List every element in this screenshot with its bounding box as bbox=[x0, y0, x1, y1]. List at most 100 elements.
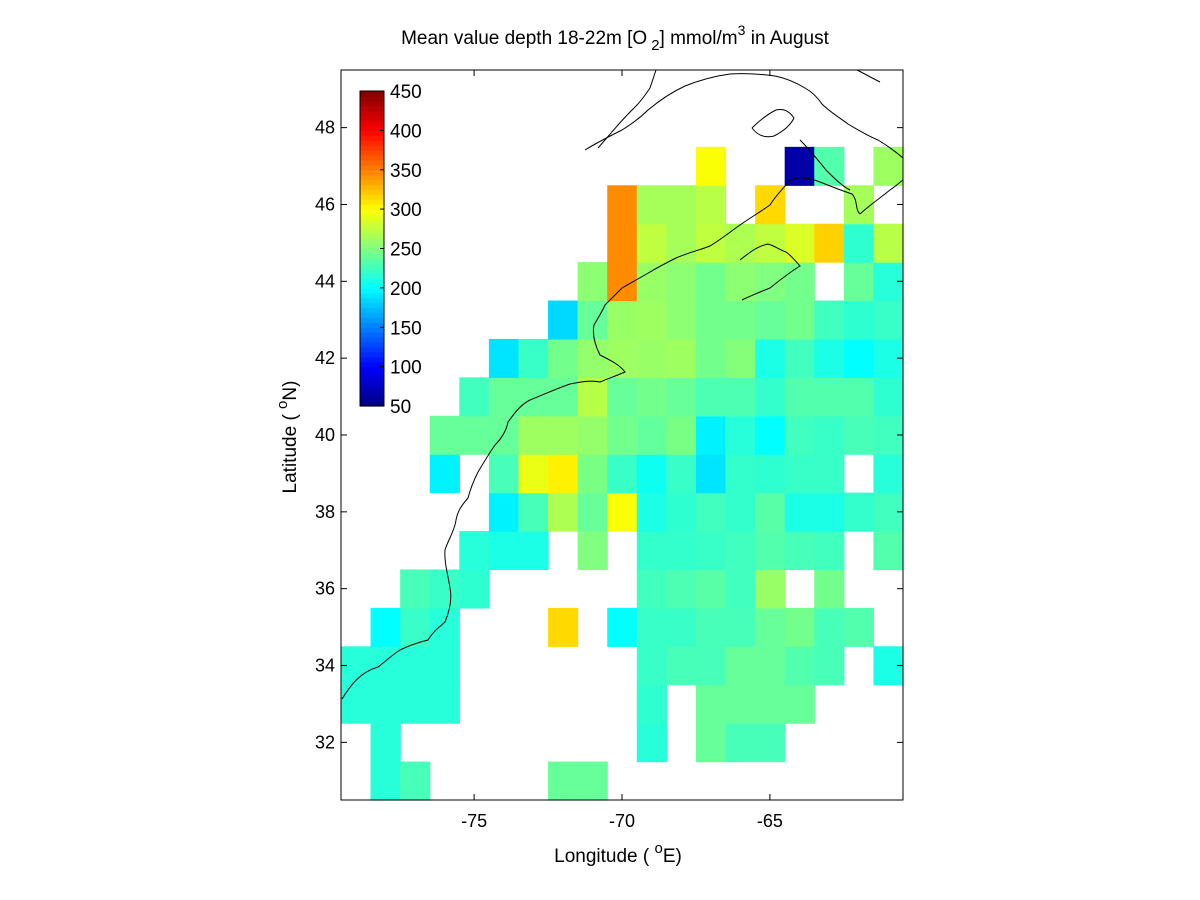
heatmap-cell bbox=[548, 338, 579, 378]
heatmap-cell bbox=[548, 454, 579, 494]
colorbar-tick-label: 250 bbox=[390, 240, 422, 261]
heatmap-cell bbox=[607, 607, 638, 647]
colorbar-swatch bbox=[360, 317, 384, 323]
heatmap-cell bbox=[636, 338, 667, 378]
heatmap-cell bbox=[636, 646, 667, 686]
heatmap-cell bbox=[843, 338, 875, 378]
heatmap-cell bbox=[725, 377, 756, 417]
colorbar-swatch bbox=[360, 287, 384, 294]
colorbar-swatch bbox=[360, 376, 384, 382]
colorbar-swatch bbox=[360, 322, 384, 328]
heatmap-cell bbox=[695, 185, 727, 225]
heatmap-cell bbox=[873, 377, 904, 417]
colorbar-swatch bbox=[360, 346, 384, 353]
x-axis-label: Longitude ( oE) bbox=[554, 840, 682, 867]
colorbar-tick-label: 150 bbox=[390, 318, 422, 339]
heatmap-cell bbox=[814, 646, 845, 686]
heatmap-cell bbox=[695, 338, 727, 378]
heatmap-cell bbox=[784, 300, 815, 340]
heatmap-cell bbox=[814, 146, 845, 186]
colorbar-swatch bbox=[360, 125, 384, 131]
heatmap-cell bbox=[607, 454, 638, 494]
heatmap-cell bbox=[459, 415, 490, 455]
colorbar-swatch bbox=[360, 105, 384, 112]
heatmap-cell bbox=[636, 415, 667, 455]
colorbar-swatch bbox=[360, 381, 384, 387]
heatmap-cell bbox=[784, 684, 815, 724]
heatmap-cell bbox=[873, 454, 904, 494]
heatmap-cell bbox=[755, 492, 786, 532]
heatmap-cell bbox=[755, 569, 786, 609]
heatmap-cell bbox=[814, 607, 845, 647]
heatmap-cell bbox=[459, 377, 490, 417]
heatmap-cell bbox=[548, 761, 579, 801]
colorbar-tick-label: 100 bbox=[390, 358, 422, 379]
heatmap-cell bbox=[725, 415, 756, 455]
heatmap-cell bbox=[695, 607, 727, 647]
colorbar-swatch bbox=[360, 297, 384, 304]
heatmap-cell bbox=[725, 684, 756, 724]
heatmap-cell bbox=[548, 300, 579, 340]
y-tick-label: 46 bbox=[315, 194, 335, 214]
heatmap-cell bbox=[636, 377, 667, 417]
heatmap-cell bbox=[784, 531, 815, 571]
heatmap-cells bbox=[341, 146, 904, 801]
y-tick-label: 48 bbox=[315, 118, 335, 138]
heatmap-cell bbox=[814, 531, 845, 571]
plot-axes: -75 -70 -65 32 34 36 38 40 42 44 46 48 bbox=[315, 69, 904, 831]
heatmap-cell bbox=[548, 415, 579, 455]
heatmap-cell bbox=[695, 377, 727, 417]
heatmap-cell bbox=[725, 262, 756, 302]
heatmap-cell bbox=[695, 723, 727, 763]
heatmap-cell bbox=[548, 492, 579, 532]
heatmap-cell bbox=[695, 646, 727, 686]
heatmap-cell bbox=[636, 262, 667, 302]
heatmap-cell bbox=[814, 569, 845, 609]
colorbar-swatch bbox=[360, 292, 384, 299]
colorbar-swatch bbox=[360, 169, 384, 176]
colorbar-swatch bbox=[360, 91, 384, 97]
heatmap-cell bbox=[666, 338, 697, 378]
heatmap-cell bbox=[695, 415, 727, 455]
heatmap-cell bbox=[636, 684, 667, 724]
heatmap-cell bbox=[755, 223, 786, 263]
colorbar-swatch bbox=[360, 391, 384, 397]
heatmap-cell bbox=[429, 684, 460, 724]
heatmap-cell bbox=[755, 377, 786, 417]
colorbar-swatch bbox=[360, 253, 384, 259]
colorbar-swatch bbox=[360, 189, 384, 195]
heatmap-cell bbox=[636, 300, 667, 340]
heatmap-cell bbox=[636, 531, 667, 571]
heatmap-cell bbox=[666, 492, 697, 532]
colorbar-swatch bbox=[360, 228, 384, 235]
heatmap-cell bbox=[666, 569, 697, 609]
heatmap-cell bbox=[607, 338, 638, 378]
colorbar-tick-label: 350 bbox=[390, 161, 422, 182]
heatmap-cell bbox=[873, 223, 904, 263]
colorbar-tick-label: 200 bbox=[390, 279, 422, 300]
colorbar-swatch bbox=[360, 204, 384, 210]
colorbar-swatch bbox=[360, 302, 384, 309]
heatmap-cell bbox=[695, 684, 727, 724]
heatmap-cell bbox=[755, 262, 786, 302]
heatmap-cell bbox=[607, 492, 638, 532]
colorbar-swatch bbox=[360, 209, 384, 215]
heatmap-cell bbox=[814, 415, 845, 455]
heatmap-cell bbox=[577, 300, 608, 340]
heatmap-cell bbox=[577, 492, 608, 532]
heatmap-cell bbox=[577, 454, 608, 494]
x-tick-label: -65 bbox=[757, 811, 783, 831]
heatmap-cell bbox=[666, 223, 697, 263]
heatmap-cell bbox=[873, 531, 904, 571]
colorbar-swatch bbox=[360, 371, 384, 378]
heatmap-cell bbox=[843, 492, 875, 532]
heatmap-cell bbox=[755, 646, 786, 686]
colorbar: 50 100 150 200 250 300 350 400 450 bbox=[359, 82, 422, 418]
colorbar-gradient bbox=[360, 91, 384, 407]
heatmap-cell bbox=[518, 454, 549, 494]
heatmap-cell bbox=[725, 338, 756, 378]
colorbar-swatch bbox=[360, 356, 384, 363]
colorbar-swatch bbox=[360, 214, 384, 220]
heatmap-cell bbox=[488, 454, 520, 494]
heatmap-cell bbox=[666, 415, 697, 455]
